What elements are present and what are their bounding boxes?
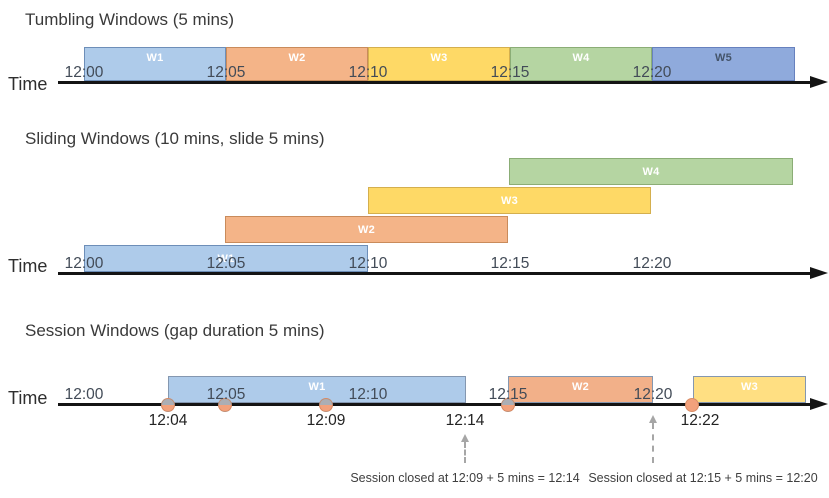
timeline-axis [58,272,812,275]
tick-label: 12:20 [632,255,672,272]
tick-label: 12:10 [348,255,388,272]
sliding-window-w1: W1 [84,245,368,272]
sliding-window-w4: W4 [509,158,793,185]
tick-label: 12:15 [488,386,528,403]
tick-label: 12:15 [490,64,530,81]
window-label: W2 [357,223,376,236]
arrow-shaft [464,442,466,463]
axis-label-time: Time [8,74,48,94]
tick-label: 12:05 [206,255,246,272]
timeline-axis [58,81,812,84]
axis-label-time: Time [8,388,48,408]
arrow-up-icon [461,434,469,442]
section-title-session: Session Windows (gap duration 5 mins) [25,321,325,340]
tick-label: 12:20 [632,64,672,81]
timeline-axis [58,403,812,406]
window-label: W2 [571,381,590,393]
annotation-arrow-icon [461,434,469,463]
session-window-w2: W2 [508,376,653,403]
session-window-w3: W3 [693,376,806,403]
event-time-label: 12:22 [680,412,720,429]
arrowhead-icon [810,76,828,88]
tumbling-window-w3: W3 [368,47,510,81]
window-label: W1 [308,381,326,393]
annotation-arrow-icon [649,415,657,463]
tumbling-window-w5: W5 [652,47,795,81]
tumbling-window-w1: W1 [84,47,226,81]
tick-label: 12:15 [490,255,530,272]
session-closed-annotation: Session closed at 12:09 + 5 mins = 12:14 [350,471,580,485]
event-dot [218,398,232,412]
window-label: W4 [642,165,660,178]
section-title-tumbling: Tumbling Windows (5 mins) [25,10,235,29]
tick-label: 12:00 [64,386,104,403]
arrow-up-icon [649,415,657,423]
window-label: W5 [714,52,733,64]
event-time-label: 12:04 [148,412,188,429]
axis-label-time: Time [8,256,48,276]
event-time-label: 12:14 [445,412,485,429]
event-dot [685,398,699,412]
window-label: W3 [740,381,759,393]
sliding-window-w2: W2 [225,216,508,243]
arrowhead-icon [810,398,828,410]
section-title-sliding: Sliding Windows (10 mins, slide 5 mins) [25,129,325,148]
sliding-window-w3: W3 [368,187,651,214]
window-label: W1 [146,52,164,64]
tick-label: 12:10 [348,64,388,81]
arrow-shaft [652,423,654,463]
tick-label: 12:00 [64,255,104,272]
arrowhead-icon [810,267,828,279]
tumbling-window-w4: W4 [510,47,652,81]
event-dot [319,398,333,412]
window-label: W1 [217,252,235,265]
window-label: W3 [430,52,448,64]
window-label: W2 [288,52,306,64]
session-window-w1: W1 [168,376,466,403]
session-closed-annotation: Session closed at 12:15 + 5 mins = 12:20 [588,471,818,485]
tick-label: 12:00 [64,64,104,81]
tumbling-window-w2: W2 [226,47,368,81]
tick-label: 12:05 [206,386,246,403]
window-label: W4 [572,52,590,64]
event-time-label: 12:09 [306,412,346,429]
tick-label: 12:05 [206,64,246,81]
window-label: W3 [500,194,519,207]
tick-label: 12:10 [348,386,388,403]
event-dot [501,398,515,412]
tick-label: 12:20 [633,386,673,403]
event-dot [161,398,175,412]
